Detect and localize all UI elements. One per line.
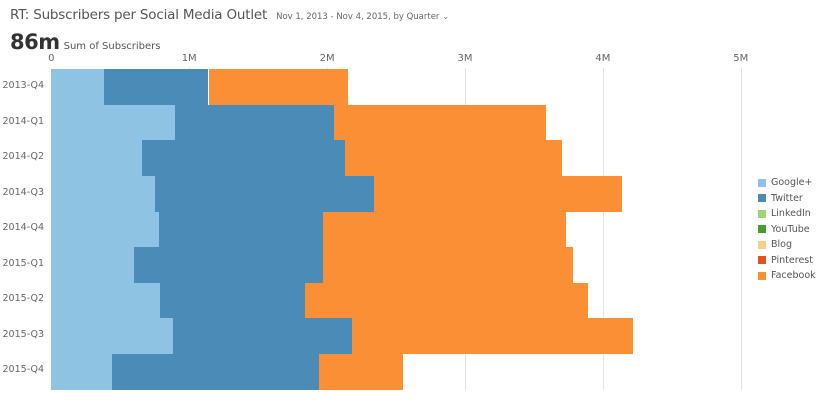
- legend-label: YouTube: [771, 223, 810, 235]
- y-category-label: 2015-Q3: [2, 328, 44, 340]
- bar-segment-twitter[interactable]: [142, 140, 346, 177]
- legend-item-google[interactable]: Google+: [758, 175, 816, 191]
- legend-label: Blog: [771, 239, 792, 251]
- bar-segment-twitter[interactable]: [172, 318, 352, 354]
- y-category-label: 2014-Q4: [2, 222, 44, 234]
- bar-segment-google[interactable]: [51, 69, 104, 106]
- legend-swatch-icon: [758, 194, 766, 203]
- gridline: [603, 68, 604, 390]
- bar-segment-twitter[interactable]: [103, 69, 209, 106]
- kpi-summary: 86m Sum of Subscribers: [10, 30, 160, 54]
- bar-segment-google[interactable]: [51, 140, 143, 177]
- bar-segment-google[interactable]: [51, 104, 176, 141]
- y-category-label: 2015-Q4: [2, 364, 44, 376]
- legend-label: Facebook: [771, 270, 816, 282]
- chart-header: RT: Subscribers per Social Media Outlet …: [10, 7, 449, 23]
- x-tick-label: 3M: [457, 53, 473, 64]
- bar-segment-facebook[interactable]: [333, 104, 547, 141]
- legend-item-facebook[interactable]: Facebook: [758, 268, 816, 284]
- legend-swatch-icon: [758, 271, 766, 280]
- x-tick-label: 2M: [319, 53, 335, 64]
- y-category-label: 2014-Q1: [2, 115, 44, 127]
- bar-segment-facebook[interactable]: [373, 175, 623, 212]
- bar-segment-facebook[interactable]: [208, 69, 348, 106]
- bar-segment-facebook[interactable]: [351, 318, 634, 354]
- y-category-label: 2014-Q3: [2, 186, 44, 198]
- legend-item-youtube[interactable]: YouTube: [758, 222, 816, 238]
- legend-label: Google+: [771, 177, 813, 189]
- date-range-label: Nov 1, 2013 - Nov 4, 2015, by Quarter: [276, 12, 440, 22]
- legend-swatch-icon: [758, 209, 766, 218]
- bar-segment-google[interactable]: [51, 247, 135, 283]
- gridline: [741, 68, 742, 390]
- bar-segment-facebook[interactable]: [305, 282, 588, 319]
- legend-item-linkedin[interactable]: LinkedIn: [758, 206, 816, 222]
- x-tick-label: 5M: [733, 53, 749, 64]
- chevron-down-icon: ⌄: [442, 12, 450, 21]
- legend-label: Pinterest: [771, 254, 813, 266]
- kpi-value: 86m: [10, 30, 60, 54]
- bar-segment-twitter[interactable]: [158, 211, 323, 248]
- legend-item-blog[interactable]: Blog: [758, 237, 816, 253]
- bar-segment-twitter[interactable]: [111, 353, 319, 390]
- bar-segment-facebook[interactable]: [322, 247, 573, 283]
- legend-swatch-icon: [758, 240, 766, 249]
- x-tick-label: 1M: [181, 53, 197, 64]
- bar-segment-twitter[interactable]: [160, 282, 306, 319]
- x-tick-label: 0: [48, 53, 55, 64]
- bar-segment-google[interactable]: [51, 211, 159, 248]
- bar-segment-twitter[interactable]: [175, 104, 334, 141]
- bar-segment-google[interactable]: [51, 353, 112, 390]
- legend-item-twitter[interactable]: Twitter: [758, 191, 816, 207]
- legend-label: Twitter: [771, 192, 803, 204]
- bar-segment-twitter[interactable]: [154, 175, 374, 212]
- legend-label: LinkedIn: [771, 208, 811, 220]
- date-range-dropdown[interactable]: Nov 1, 2013 - Nov 4, 2015, by Quarter ⌄: [276, 12, 449, 22]
- bar-segment-twitter[interactable]: [134, 247, 323, 283]
- kpi-label: Sum of Subscribers: [63, 41, 161, 52]
- bar-segment-google[interactable]: [51, 175, 155, 212]
- legend-swatch-icon: [758, 225, 766, 234]
- bar-segment-facebook[interactable]: [322, 211, 566, 248]
- y-category-label: 2014-Q2: [2, 151, 44, 163]
- legend-item-pinterest[interactable]: Pinterest: [758, 253, 816, 269]
- bar-segment-google[interactable]: [51, 282, 161, 319]
- y-category-label: 2015-Q1: [2, 257, 44, 269]
- y-category-label: 2015-Q2: [2, 293, 44, 305]
- legend-swatch-icon: [758, 178, 766, 187]
- legend-swatch-icon: [758, 256, 766, 265]
- y-category-label: 2013-Q4: [2, 80, 44, 92]
- bar-segment-google[interactable]: [51, 318, 173, 354]
- x-tick-label: 4M: [595, 53, 611, 64]
- bar-segment-facebook[interactable]: [318, 353, 403, 390]
- bar-segment-facebook[interactable]: [345, 140, 562, 177]
- chart-title: RT: Subscribers per Social Media Outlet: [10, 7, 268, 23]
- chart-legend: Google+ Twitter LinkedIn YouTube Blog Pintere…: [758, 175, 816, 284]
